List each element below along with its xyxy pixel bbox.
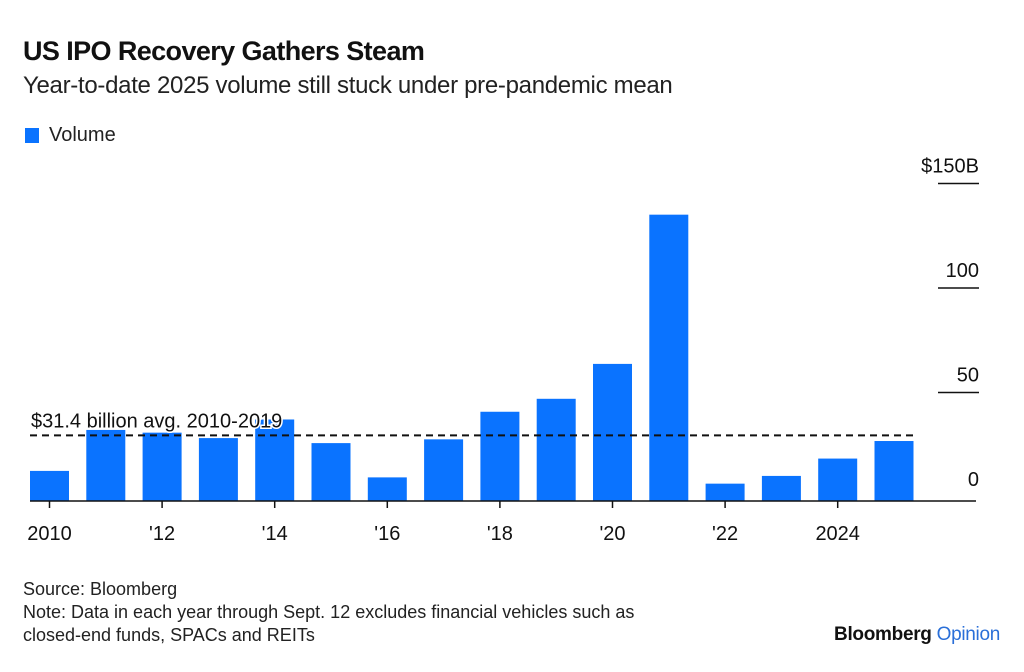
- bar-2016: [367, 477, 407, 501]
- legend-swatch: [25, 128, 39, 143]
- source-note: Source: Bloomberg: [23, 579, 178, 599]
- bar-2015: [311, 443, 351, 501]
- reference-line-group: $31.4 billion avg. 2010-2019: [30, 409, 916, 437]
- brand-logo: Bloomberg Opinion: [834, 624, 1000, 646]
- data-note-line-1: Note: Data in each year through Sept. 12…: [23, 602, 635, 622]
- reference-line-label: $31.4 billion avg. 2010-2019: [31, 410, 282, 432]
- chart-title: US IPO Recovery Gathers Steam: [23, 36, 425, 66]
- bar-2019: [536, 398, 576, 501]
- footer: Source: Bloomberg Note: Data in each yea…: [23, 578, 634, 647]
- bar-2021: [649, 214, 689, 502]
- y-tick-label-50: 50: [957, 365, 979, 387]
- x-tick-label-2020: '20: [599, 523, 625, 545]
- x-tick-label-2016: '16: [374, 523, 400, 545]
- bars-group: [30, 214, 914, 502]
- x-tick-label-2012: '12: [149, 523, 175, 545]
- data-note-line-2: closed-end funds, SPACs and REITs: [23, 625, 315, 645]
- x-tick-label-2014: '14: [262, 523, 288, 545]
- bar-2020: [593, 363, 632, 501]
- legend-label: Volume: [49, 124, 116, 146]
- bar-2011: [86, 429, 126, 501]
- x-tick-label-2024: 2024: [815, 523, 860, 545]
- chart-subtitle: Year-to-date 2025 volume still stuck und…: [23, 72, 673, 99]
- x-tick-label-2022: '22: [712, 523, 738, 545]
- bar-2024: [818, 458, 858, 501]
- bar-chart: $31.4 billion avg. 2010-2019 0 50 100 $150B…: [27, 156, 979, 545]
- y-axis: 0 50 100 $150B: [921, 156, 979, 491]
- y-tick-label-0: 0: [968, 469, 979, 491]
- x-tick-label-2018: '18: [487, 523, 513, 545]
- bar-2018: [480, 411, 520, 501]
- y-tick-label-150: $150B: [921, 156, 979, 178]
- legend: Volume: [25, 124, 116, 147]
- x-axis: 2010 '12 '14 '16 '18 '20 '22 2024: [27, 500, 976, 545]
- y-tick-label-100: 100: [946, 260, 979, 282]
- bar-2025: [874, 441, 914, 501]
- brand-name: Bloomberg: [834, 624, 932, 645]
- bar-2023: [761, 475, 801, 501]
- bar-2010: [30, 470, 69, 501]
- bar-2014: [255, 419, 295, 501]
- bar-2022: [705, 483, 745, 501]
- bar-2012: [142, 432, 182, 501]
- bar-2013: [198, 438, 238, 501]
- x-tick-label-2010: 2010: [27, 523, 72, 545]
- bar-2017: [424, 439, 464, 501]
- brand-section: Opinion: [936, 624, 1001, 645]
